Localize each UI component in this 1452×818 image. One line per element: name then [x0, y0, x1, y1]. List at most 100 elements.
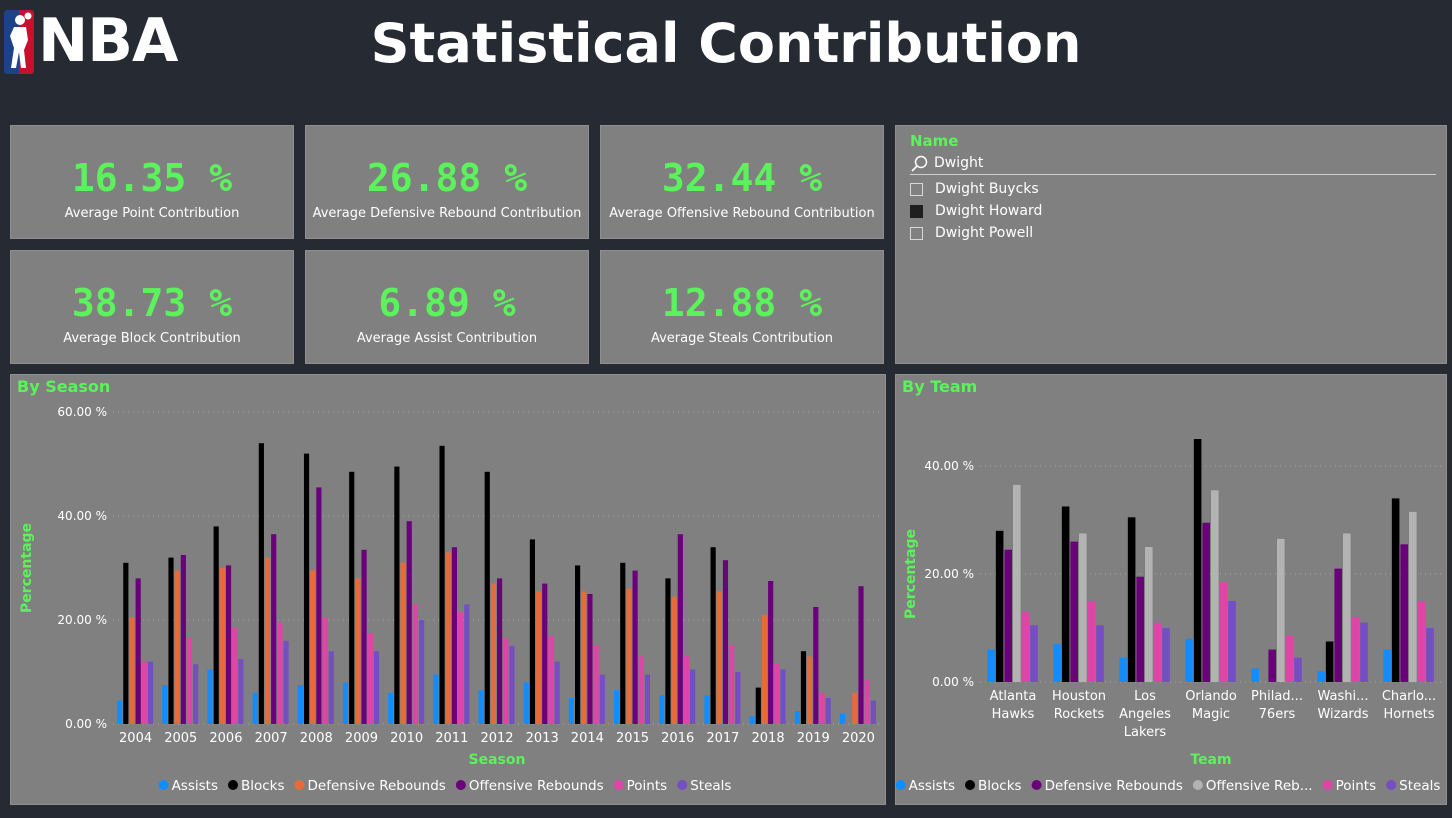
y-tick-label: 60.00 % — [57, 405, 107, 419]
x-tick-label: 2013 — [526, 731, 559, 746]
search-input[interactable] — [934, 155, 1414, 171]
bar — [529, 539, 536, 724]
legend-label: Blocks — [241, 778, 285, 794]
bar — [632, 570, 638, 724]
bar — [349, 471, 355, 724]
bar — [1277, 538, 1285, 682]
x-tick-label: 2020 — [842, 731, 875, 746]
bar — [162, 685, 168, 724]
bar — [1334, 568, 1342, 682]
kpi-label: Average Assist Contribution — [356, 331, 538, 346]
bar — [1079, 533, 1087, 682]
bar — [213, 526, 219, 724]
bar — [548, 635, 554, 724]
bar — [258, 443, 264, 724]
bar — [186, 638, 193, 724]
bar — [388, 692, 394, 724]
bar — [1391, 498, 1400, 682]
bar — [1119, 657, 1127, 682]
kpi-card-assist: 6.89 % Average Assist Contribution — [305, 250, 589, 364]
bar — [322, 617, 328, 724]
nba-logo-text: NBA — [38, 6, 178, 76]
bar — [412, 604, 418, 724]
bar — [328, 651, 334, 724]
legend-item: Assists — [158, 778, 218, 794]
legend-item: Offensive Reb... — [1192, 778, 1313, 794]
x-tick-label: Magic — [1192, 707, 1230, 722]
bar — [864, 679, 870, 724]
slicer-item-dwight-howard[interactable]: Dwight Howard — [910, 200, 1042, 222]
bar — [1030, 625, 1038, 682]
bar — [819, 692, 825, 724]
legend-dot — [158, 780, 169, 790]
legend-dot — [1386, 780, 1397, 790]
bar — [665, 578, 671, 724]
bar — [1013, 484, 1021, 682]
bar — [536, 591, 542, 724]
bar — [225, 565, 232, 724]
legend-label: Points — [627, 778, 668, 794]
bar — [716, 591, 722, 724]
bar — [677, 534, 683, 724]
x-tick-label: 2008 — [300, 731, 333, 746]
slicer-item-dwight-powell[interactable]: Dwight Powell — [910, 222, 1042, 244]
kpi-value: 32.44 % — [661, 156, 823, 200]
bar — [813, 607, 819, 724]
x-tick-label: 2004 — [119, 731, 152, 746]
chart-title: By Team — [902, 377, 978, 396]
y-axis-label: Percentage — [19, 523, 35, 613]
bar — [1268, 649, 1276, 682]
bar — [193, 664, 199, 724]
bar — [439, 445, 445, 724]
legend-dot — [227, 780, 238, 790]
legend-item: Offensive Rebounds — [455, 778, 604, 794]
legend-item: Steals — [1386, 778, 1440, 794]
checkbox[interactable] — [910, 182, 923, 196]
bar — [129, 617, 135, 724]
bar — [1153, 622, 1162, 682]
legend-item: Steals — [677, 778, 731, 794]
bar — [523, 682, 529, 724]
bar — [722, 560, 729, 724]
x-axis-label: Season — [469, 752, 526, 768]
bar — [1417, 601, 1426, 682]
kpi-value: 26.88 % — [366, 156, 528, 200]
name-slicer: Name Dwight Buycks Dwight Howard Dwight … — [895, 125, 1447, 364]
bar — [690, 669, 696, 724]
legend-label: Assists — [909, 778, 955, 794]
checkbox[interactable] — [910, 226, 923, 240]
legend-dot — [1322, 780, 1333, 790]
x-tick-label: Philad... — [1251, 689, 1303, 704]
y-tick-label: 0.00 % — [932, 675, 974, 689]
bar — [238, 659, 244, 724]
slicer-item-dwight-buycks[interactable]: Dwight Buycks — [910, 178, 1042, 200]
x-tick-label: Hawks — [992, 707, 1035, 722]
bar — [858, 586, 864, 724]
legend-item: Points — [1322, 778, 1376, 794]
bar — [1096, 625, 1104, 682]
slicer-item-label: Dwight Buycks — [935, 181, 1039, 197]
checkbox-checked[interactable] — [910, 204, 923, 218]
bar — [1426, 628, 1434, 682]
x-tick-label: 2006 — [209, 731, 242, 746]
bar — [271, 534, 277, 724]
legend-label: Defensive Rebounds — [308, 778, 446, 794]
bar — [497, 578, 503, 724]
kpi-label: Average Defensive Rebound Contribution — [312, 206, 582, 221]
y-tick-label: 20.00 % — [924, 567, 974, 581]
page-title: Statistical Contribution — [370, 12, 1082, 75]
bar — [839, 713, 846, 724]
bar — [445, 552, 451, 724]
bar — [626, 588, 632, 724]
nba-logo: NBA — [4, 6, 178, 76]
kpi-label: Average Offensive Rebound Contribution — [609, 206, 875, 221]
legend-item: Defensive Rebounds — [294, 778, 446, 794]
legend-dot — [1192, 780, 1203, 790]
chart-title: By Season — [17, 377, 111, 396]
chart-legend: Assists Blocks Defensive Rebounds Offensive… — [896, 778, 1440, 794]
bar — [1285, 636, 1294, 682]
bar — [593, 646, 599, 724]
legend-dot — [613, 780, 624, 790]
slicer-list: Dwight Buycks Dwight Howard Dwight Powel… — [910, 178, 1042, 244]
bar — [644, 674, 651, 724]
